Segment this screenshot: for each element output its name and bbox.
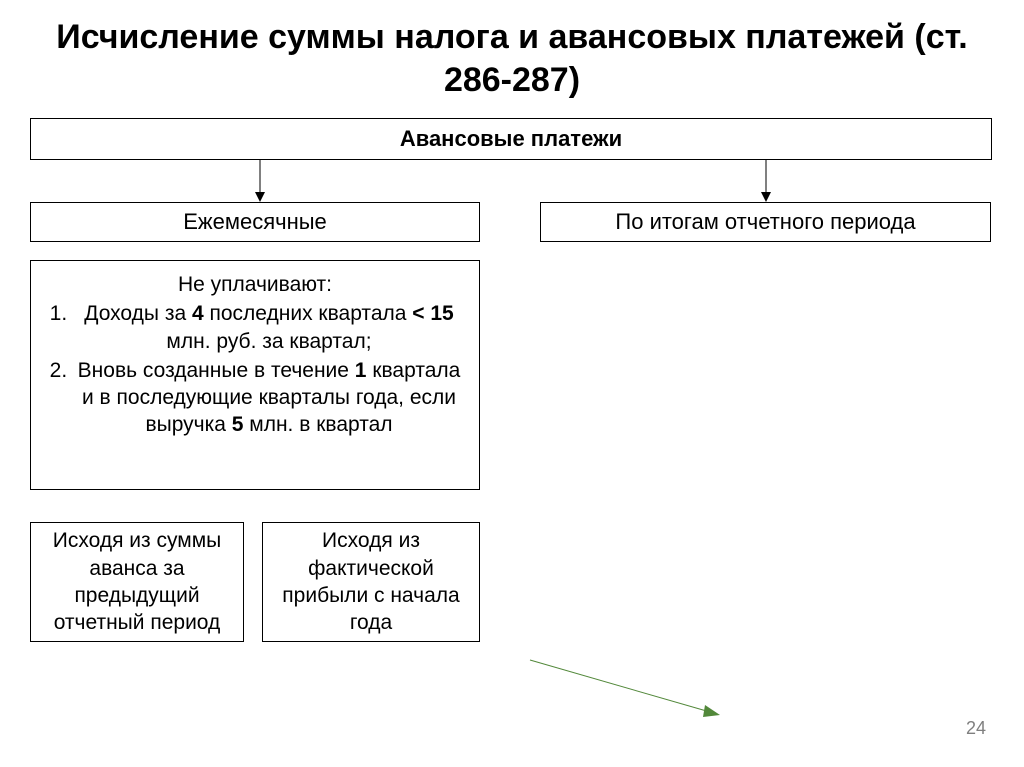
exclusion-item-1: Доходы за 4 последних квартала < 15 млн.…	[73, 300, 465, 355]
exclusions-list: Доходы за 4 последних квартала < 15 млн.…	[45, 300, 465, 438]
page-title: Исчисление суммы налога и авансовых плат…	[0, 0, 1024, 109]
page-number: 24	[966, 718, 986, 739]
arrow-down-right	[754, 160, 778, 204]
arrow-down-left	[248, 160, 272, 204]
branch-monthly: Ежемесячные	[30, 202, 480, 242]
diagonal-arrow	[520, 650, 730, 730]
method-actual-profit: Исходя из фактической прибыли с начала г…	[262, 522, 480, 642]
exclusions-box: Не уплачивают: Доходы за 4 последних ква…	[30, 260, 480, 490]
branch-period: По итогам отчетного периода	[540, 202, 991, 242]
exclusions-lead: Не уплачивают:	[45, 271, 465, 298]
method-previous-period: Исходя из суммы аванса за предыдущий отч…	[30, 522, 244, 642]
exclusion-item-2: Вновь созданные в течение 1 квартала и в…	[73, 357, 465, 439]
header-box: Авансовые платежи	[30, 118, 992, 160]
